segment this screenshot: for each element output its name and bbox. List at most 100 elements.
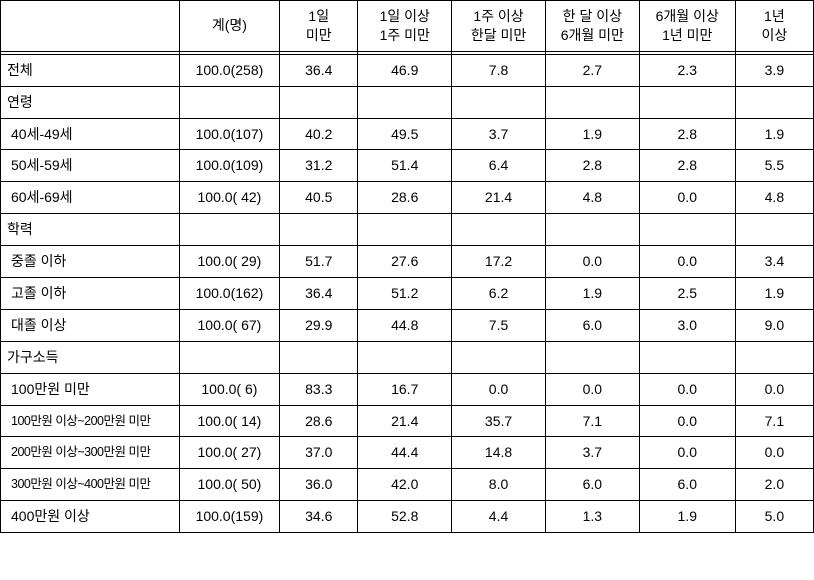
row-label: 100만원 미만: [1, 373, 180, 405]
cell: 34.6: [280, 501, 358, 533]
cell: 7.1: [735, 405, 813, 437]
cell: 49.5: [358, 118, 452, 150]
cell: [545, 341, 639, 373]
cell: 0.0: [735, 437, 813, 469]
cell: 1.9: [545, 278, 639, 310]
cell: 3.0: [639, 309, 735, 341]
table-header: 계(명) 1일 미만 1일 이상 1주 미만 1주 이상 한달 미만 한 달 이…: [1, 1, 814, 52]
cell: [735, 86, 813, 118]
cell: 6.0: [639, 469, 735, 501]
cell: 2.5: [639, 278, 735, 310]
cell: 5.0: [735, 501, 813, 533]
cell: 7.8: [452, 54, 546, 86]
cell: 17.2: [452, 246, 546, 278]
cell: 44.8: [358, 309, 452, 341]
header-1m-6m: 한 달 이상 6개월 미만: [545, 1, 639, 52]
cell: [452, 341, 546, 373]
cell: [280, 214, 358, 246]
cell: 1.9: [735, 278, 813, 310]
cell: [639, 341, 735, 373]
cell: 100.0(159): [179, 501, 280, 533]
cell: [452, 86, 546, 118]
cell: [639, 214, 735, 246]
section-row: 학력: [1, 214, 814, 246]
cell: 3.9: [735, 54, 813, 86]
cell: 40.2: [280, 118, 358, 150]
cell: 51.4: [358, 150, 452, 182]
section-row: 가구소득: [1, 341, 814, 373]
cell: 0.0: [545, 246, 639, 278]
row-label: 고졸 이하: [1, 278, 180, 310]
cell: [179, 86, 280, 118]
cell: 14.8: [452, 437, 546, 469]
cell: 46.9: [358, 54, 452, 86]
cell: [358, 214, 452, 246]
cell: 0.0: [639, 246, 735, 278]
cell: 0.0: [639, 405, 735, 437]
cell: [452, 214, 546, 246]
cell: 21.4: [452, 182, 546, 214]
cell: [735, 341, 813, 373]
header-ge1y: 1년 이상: [735, 1, 813, 52]
cell: 40.5: [280, 182, 358, 214]
cell: [179, 341, 280, 373]
cell: 1.9: [735, 118, 813, 150]
table-container: 계(명) 1일 미만 1일 이상 1주 미만 1주 이상 한달 미만 한 달 이…: [0, 0, 814, 533]
cell: 0.0: [735, 373, 813, 405]
table-row: 400만원 이상100.0(159)34.652.84.41.31.95.0: [1, 501, 814, 533]
cell: 4.4: [452, 501, 546, 533]
header-lt1d: 1일 미만: [280, 1, 358, 52]
table-row: 50세-59세100.0(109)31.251.46.42.82.85.5: [1, 150, 814, 182]
cell: 28.6: [358, 182, 452, 214]
cell: 36.4: [280, 54, 358, 86]
cell: 51.2: [358, 278, 452, 310]
row-label: 400만원 이상: [1, 501, 180, 533]
cell: 2.8: [639, 150, 735, 182]
table-body: 전체100.0(258)36.446.97.82.72.33.9연령40세-49…: [1, 51, 814, 532]
cell: 51.7: [280, 246, 358, 278]
section-row: 연령: [1, 86, 814, 118]
cell: 52.8: [358, 501, 452, 533]
cell: [280, 86, 358, 118]
cell: 29.9: [280, 309, 358, 341]
cell: [358, 86, 452, 118]
cell: 0.0: [452, 373, 546, 405]
cell: [545, 214, 639, 246]
cell: [735, 214, 813, 246]
cell: 1.9: [639, 501, 735, 533]
cell: 6.0: [545, 469, 639, 501]
cell: 4.8: [735, 182, 813, 214]
cell: 6.2: [452, 278, 546, 310]
row-label: 50세-59세: [1, 150, 180, 182]
data-table: 계(명) 1일 미만 1일 이상 1주 미만 1주 이상 한달 미만 한 달 이…: [0, 0, 814, 533]
cell: 100.0(162): [179, 278, 280, 310]
header-total: 계(명): [179, 1, 280, 52]
header-1w-1m: 1주 이상 한달 미만: [452, 1, 546, 52]
cell: 3.7: [452, 118, 546, 150]
cell: 3.4: [735, 246, 813, 278]
cell: 16.7: [358, 373, 452, 405]
cell: 21.4: [358, 405, 452, 437]
header-blank: [1, 1, 180, 52]
cell: [545, 86, 639, 118]
cell: 44.4: [358, 437, 452, 469]
cell: [280, 341, 358, 373]
cell: 31.2: [280, 150, 358, 182]
cell: 37.0: [280, 437, 358, 469]
row-label: 가구소득: [1, 341, 180, 373]
row-label: 200만원 이상~300만원 미만: [1, 437, 180, 469]
table-row: 100만원 미만100.0( 6)83.316.70.00.00.00.0: [1, 373, 814, 405]
cell: 1.9: [545, 118, 639, 150]
row-label: 중졸 이하: [1, 246, 180, 278]
cell: 7.5: [452, 309, 546, 341]
row-label: 60세-69세: [1, 182, 180, 214]
cell: 36.4: [280, 278, 358, 310]
row-label: 전체: [1, 54, 180, 86]
cell: [639, 86, 735, 118]
cell: 28.6: [280, 405, 358, 437]
cell: 6.0: [545, 309, 639, 341]
cell: 2.3: [639, 54, 735, 86]
cell: 100.0( 27): [179, 437, 280, 469]
cell: 7.1: [545, 405, 639, 437]
table-row: 40세-49세100.0(107)40.249.53.71.92.81.9: [1, 118, 814, 150]
